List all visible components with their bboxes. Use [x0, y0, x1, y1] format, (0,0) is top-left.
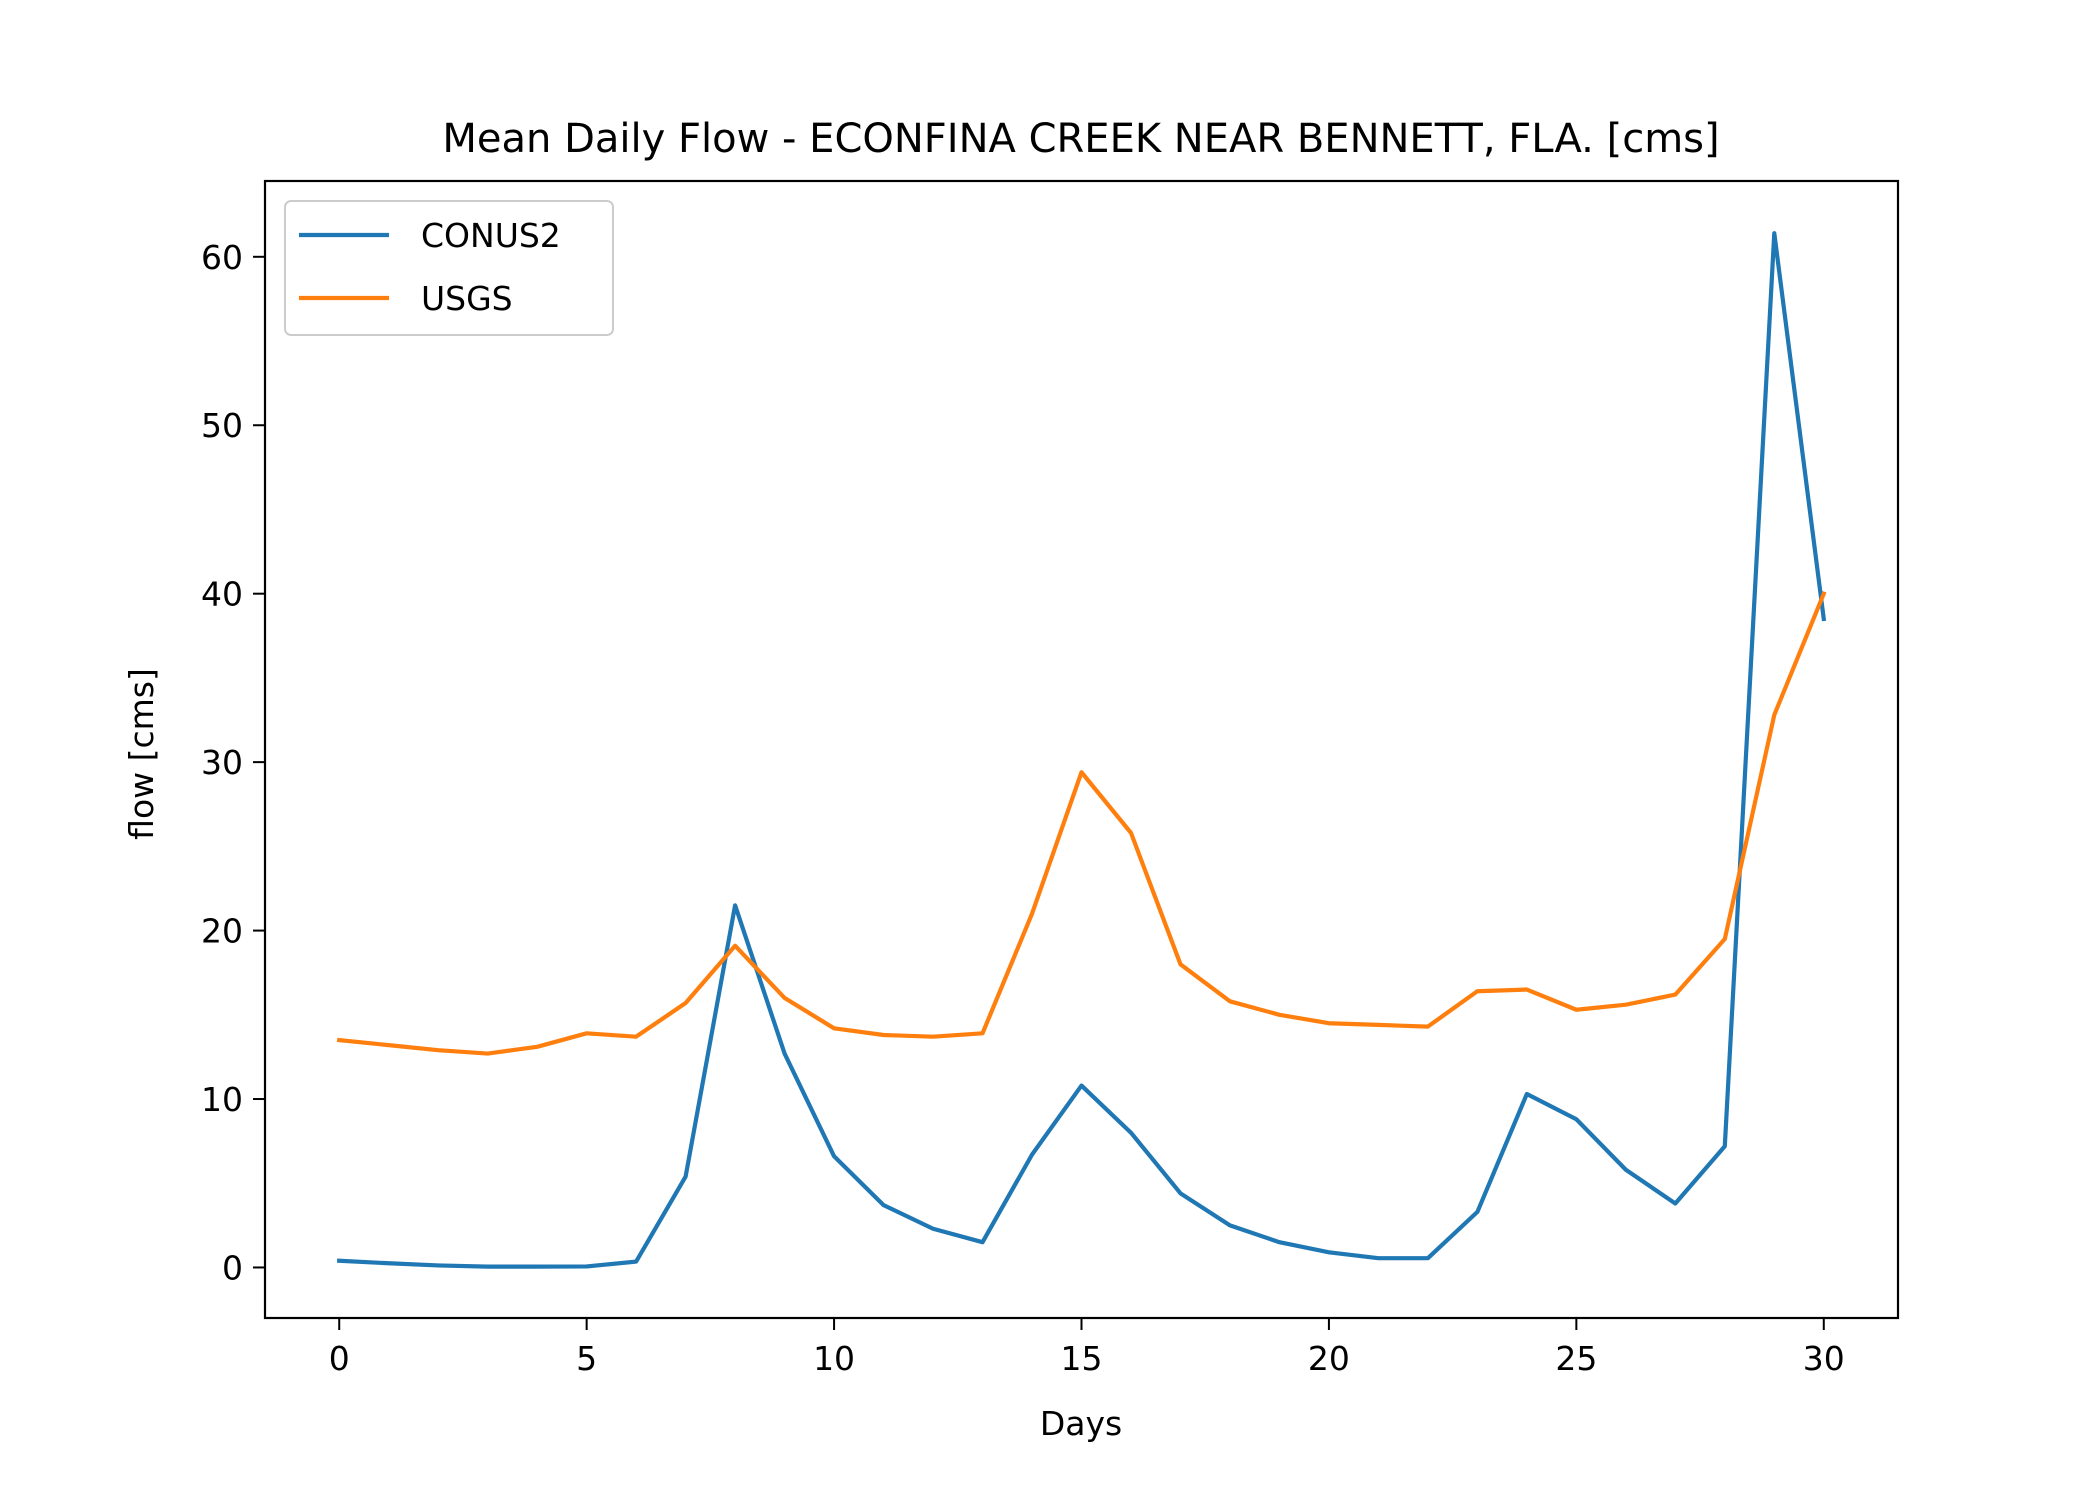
legend-label-conus2: CONUS2 — [421, 216, 561, 255]
series-line-usgs — [336, 590, 1827, 1056]
x-tick-label: 15 — [1061, 1339, 1103, 1378]
legend-label-usgs: USGS — [421, 279, 513, 318]
y-tick-label: 20 — [201, 912, 243, 951]
x-tick-label: 0 — [329, 1339, 350, 1378]
x-tick-label: 10 — [813, 1339, 855, 1378]
x-axis-label: Days — [1040, 1404, 1122, 1443]
x-tick-label: 25 — [1555, 1339, 1597, 1378]
x-tick-label: 5 — [576, 1339, 597, 1378]
y-tick-label: 0 — [222, 1248, 243, 1287]
series-line-conus2 — [337, 231, 1827, 1269]
legend: CONUS2 USGS — [284, 200, 614, 336]
y-axis-label: flow [cms] — [122, 668, 161, 840]
x-tick-label: 30 — [1803, 1339, 1845, 1378]
y-tick-label: 60 — [201, 238, 243, 277]
x-tick-label: 20 — [1308, 1339, 1350, 1378]
chart-title: Mean Daily Flow - ECONFINA CREEK NEAR BE… — [442, 116, 1719, 162]
y-tick-label: 50 — [201, 406, 243, 445]
y-tick-label: 40 — [201, 575, 243, 614]
y-tick-label: 30 — [201, 743, 243, 782]
axes-frame — [263, 179, 1900, 1320]
plot-area: 0 5 10 15 20 25 30 0 10 20 30 40 50 60 — [201, 179, 1900, 1378]
y-tick-label: 10 — [201, 1080, 243, 1119]
